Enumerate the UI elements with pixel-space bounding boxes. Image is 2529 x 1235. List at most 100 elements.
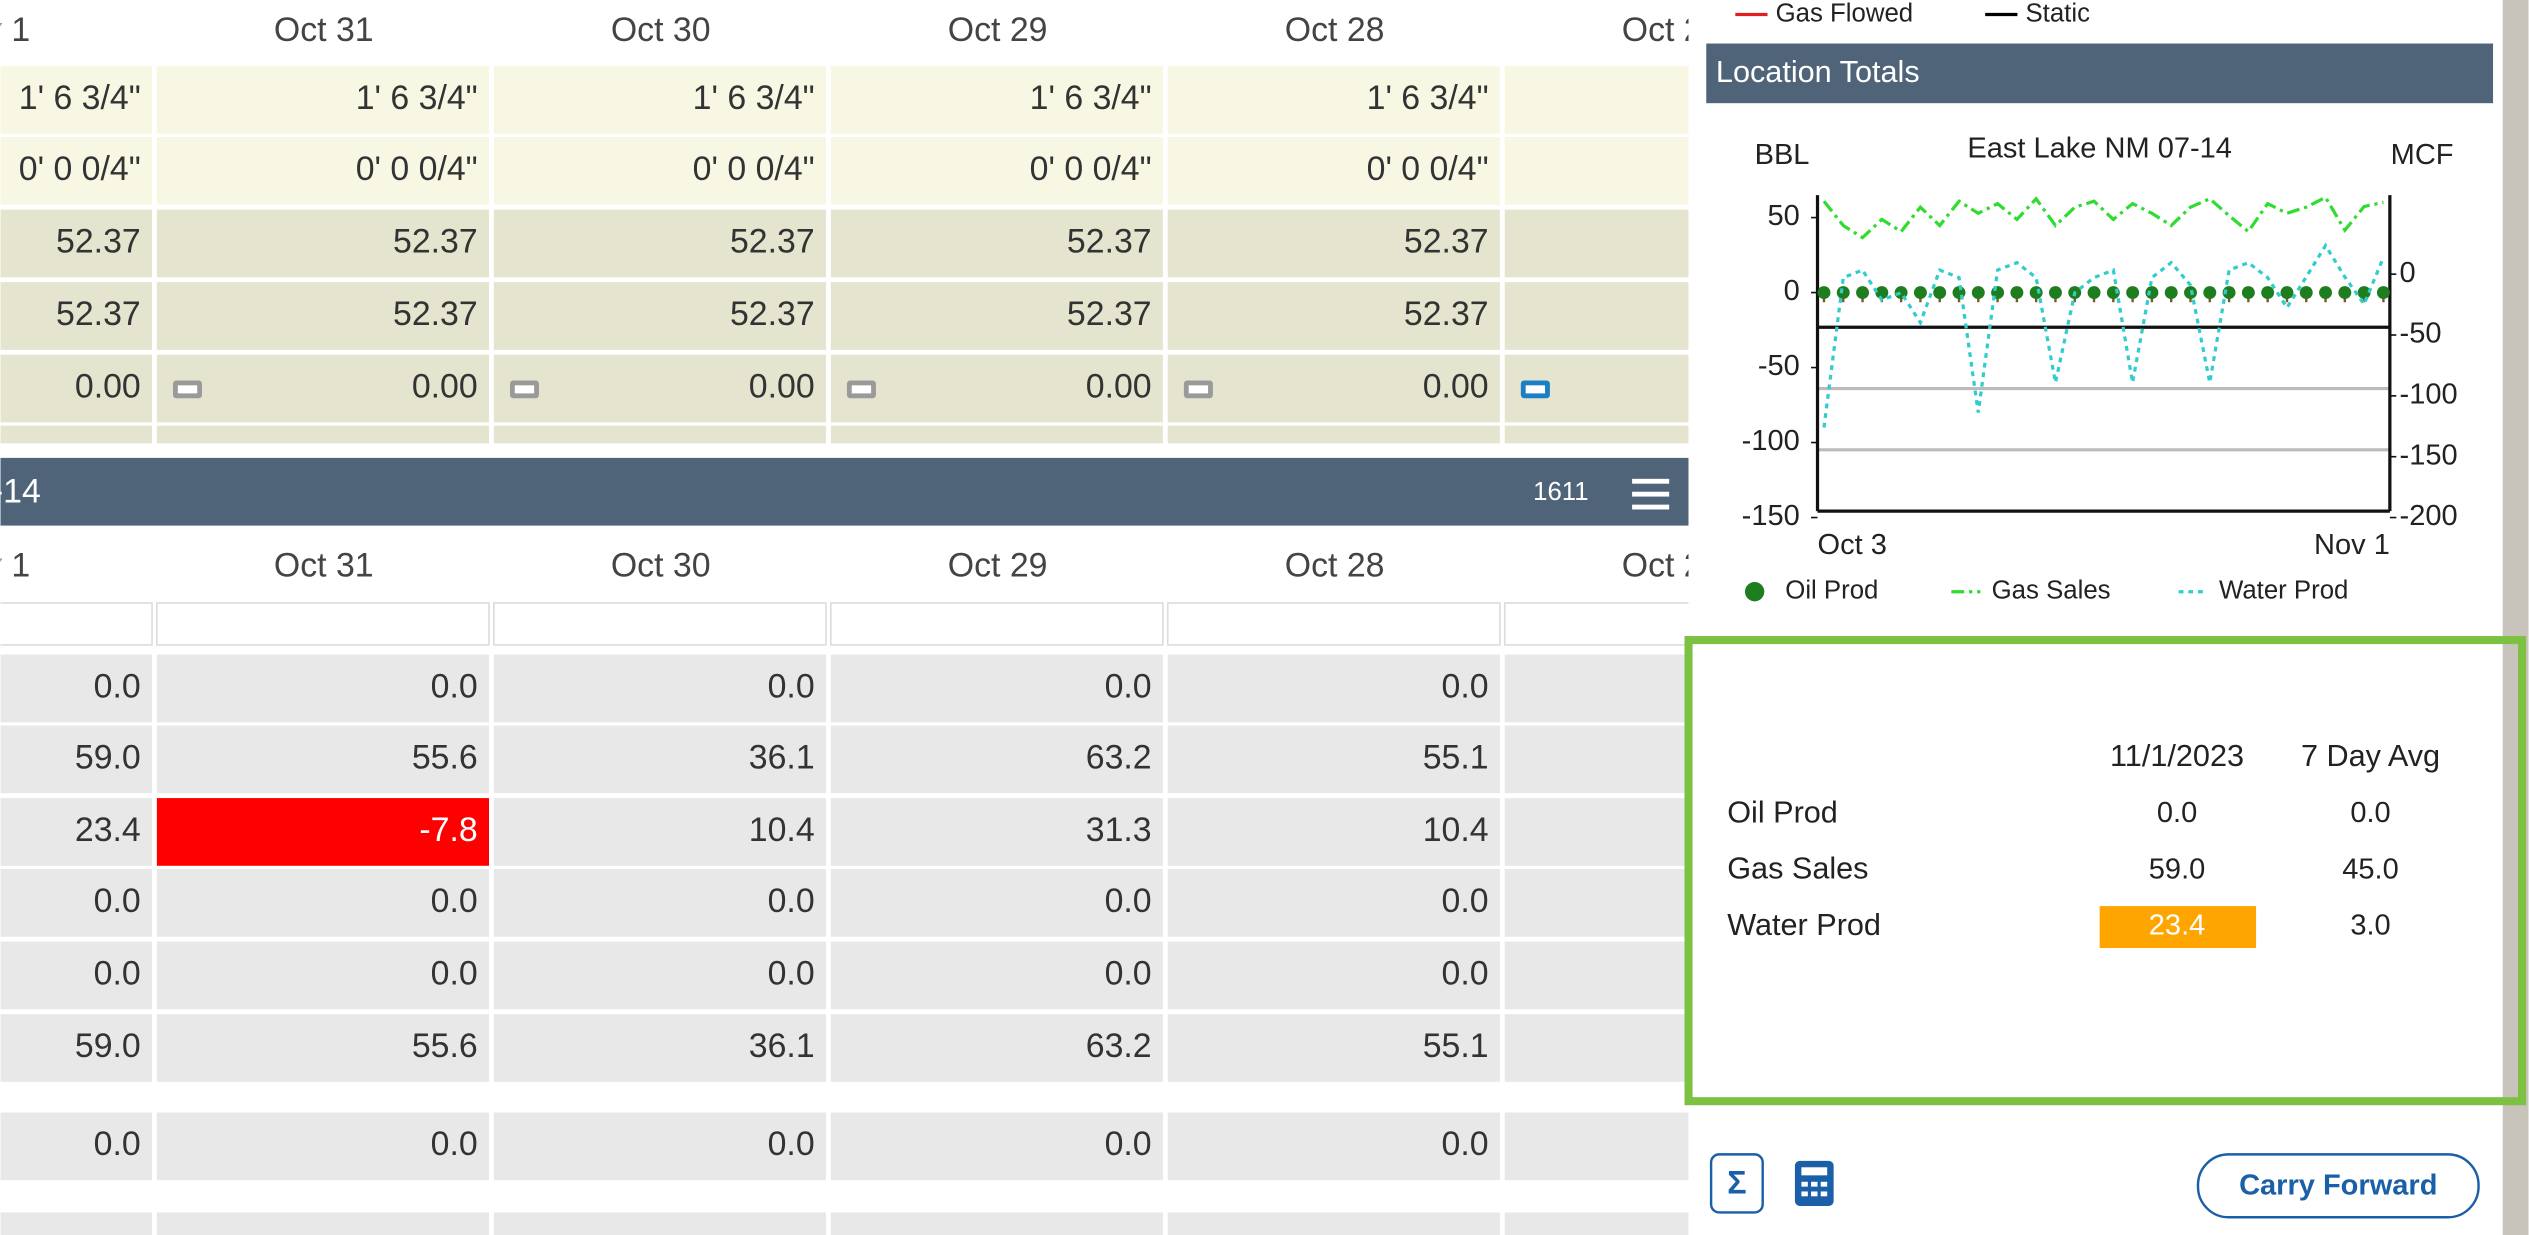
cell (1504, 1212, 1689, 1235)
cell (156, 941, 489, 1010)
oil-point (2126, 286, 2140, 300)
cell (1504, 798, 1689, 866)
cell-value: 63.2 (1086, 738, 1152, 776)
x-tick-label: Nov 1 (2314, 529, 2390, 561)
y2-tick-label: -50 (2400, 318, 2442, 350)
legend-label: Gas Sales (1992, 577, 2111, 605)
cell (830, 1014, 1163, 1082)
menu-icon[interactable] (1632, 478, 1670, 484)
cell (0, 354, 153, 423)
cell-value: 0.00 (1086, 367, 1152, 405)
section-header (1706, 43, 2494, 104)
menu-icon[interactable] (1632, 491, 1670, 497)
y2-tick-label: -150 (2400, 439, 2458, 471)
cell (0, 425, 153, 444)
legend-label: Gas Flowed (1776, 0, 1914, 27)
column-header: Nov 1 (0, 11, 30, 49)
cell (156, 654, 489, 723)
cell (156, 798, 489, 866)
cell (1504, 282, 1689, 350)
cell (830, 941, 1163, 1010)
cell (493, 354, 826, 423)
cell-value: 0.0 (1442, 667, 1489, 705)
cell-value: 0.0 (768, 882, 815, 920)
calculator-icon (1801, 1191, 1808, 1197)
cell-value: 36.1 (749, 1027, 815, 1065)
button-label: Carry Forward (2239, 1169, 2437, 1201)
cell-value: 55.6 (412, 738, 478, 776)
cell (493, 798, 826, 866)
y-tick-label: 50 (1767, 200, 1799, 232)
cell-value: 0' 0 0/4" (356, 150, 478, 188)
series-line (1822, 195, 2384, 240)
cell (493, 66, 826, 134)
cell-value: 0.0 (431, 1125, 478, 1163)
cell (1504, 941, 1689, 1010)
location-panel: Gas Flowed Static Location Totals BBL MC… (1684, 0, 2527, 1219)
cell (493, 1212, 826, 1235)
column-header: Oct 29 (948, 546, 1048, 584)
chart-title: East Lake NM 07-14 (1967, 133, 2232, 165)
summary-value: 59.0 (2149, 853, 2205, 885)
cell (1167, 725, 1500, 794)
cell-value: 1' 6 3/4" (19, 79, 141, 117)
cell-value: 55.1 (1423, 738, 1489, 776)
column-header: Oct 31 (274, 546, 374, 584)
section-title: Location Totals (1716, 55, 1920, 89)
cell (156, 425, 489, 444)
menu-icon[interactable] (1632, 504, 1670, 510)
oil-point (1836, 286, 1850, 300)
cell-value: 55.1 (1423, 1027, 1489, 1065)
cell (1167, 209, 1500, 278)
summary-value: 3.0 (2350, 910, 2390, 942)
cell (1167, 1014, 1500, 1082)
column-header: Oct 29 (948, 11, 1048, 49)
cell-value: 59.0 (75, 738, 141, 776)
oil-point (2010, 286, 2024, 300)
cell (1504, 725, 1689, 794)
y2-tick-label: -100 (2400, 379, 2458, 411)
cell-value: 10.4 (1423, 811, 1489, 849)
summary-header: 11/1/2023 (2110, 739, 2244, 773)
oil-point (2087, 286, 2101, 300)
cell-value: 0.0 (431, 954, 478, 992)
calculator-icon (1820, 1181, 1828, 1187)
y-tick-label: 0 (1784, 275, 1800, 307)
sum-button[interactable] (1709, 1153, 1764, 1214)
cell-value: 0.0 (94, 882, 141, 920)
y-tick-label: -100 (1742, 425, 1800, 457)
ticket-icon (1525, 385, 1546, 394)
oil-point (2203, 286, 2217, 300)
oil-point (1971, 286, 1985, 300)
legend-label: Static (2025, 0, 2090, 27)
cell-value: 52.37 (1067, 295, 1152, 333)
cell (156, 1112, 489, 1181)
grids: Nov 1 Oct 31 Oct 30 Oct 29 Oct 28 Oct 27 1' 6 … (0, 11, 1722, 1235)
cell (830, 137, 1163, 205)
cell-value: 0.0 (94, 1125, 141, 1163)
column-header: Oct 27 (1622, 11, 1722, 49)
sum-icon: Σ (1727, 1165, 1746, 1201)
cell (0, 66, 153, 134)
cell (493, 941, 826, 1010)
cell-value: 0.0 (768, 1125, 815, 1163)
cell (1167, 137, 1500, 205)
cell-value: 0' 0 0/4" (19, 150, 141, 188)
cell-value: 52.37 (56, 295, 141, 333)
cell (156, 209, 489, 278)
ticket-icon (851, 385, 872, 394)
oil-point (1913, 286, 1927, 300)
calculator-button[interactable] (1794, 1160, 1834, 1206)
cell-value: 1' 6 3/4" (356, 79, 478, 117)
grid-title: East Lake NM 07-14 (0, 472, 41, 510)
cell (0, 137, 153, 205)
cell (1167, 654, 1500, 723)
cell (0, 654, 153, 723)
cell (493, 282, 826, 350)
carry-forward-button[interactable] (2196, 1153, 2480, 1219)
oil-point (2222, 286, 2236, 300)
cell-value: 0' 0 0/4" (1030, 150, 1152, 188)
cell-value: 0.0 (768, 667, 815, 705)
cell-value: -7.8 (419, 811, 477, 849)
cell (493, 602, 827, 646)
